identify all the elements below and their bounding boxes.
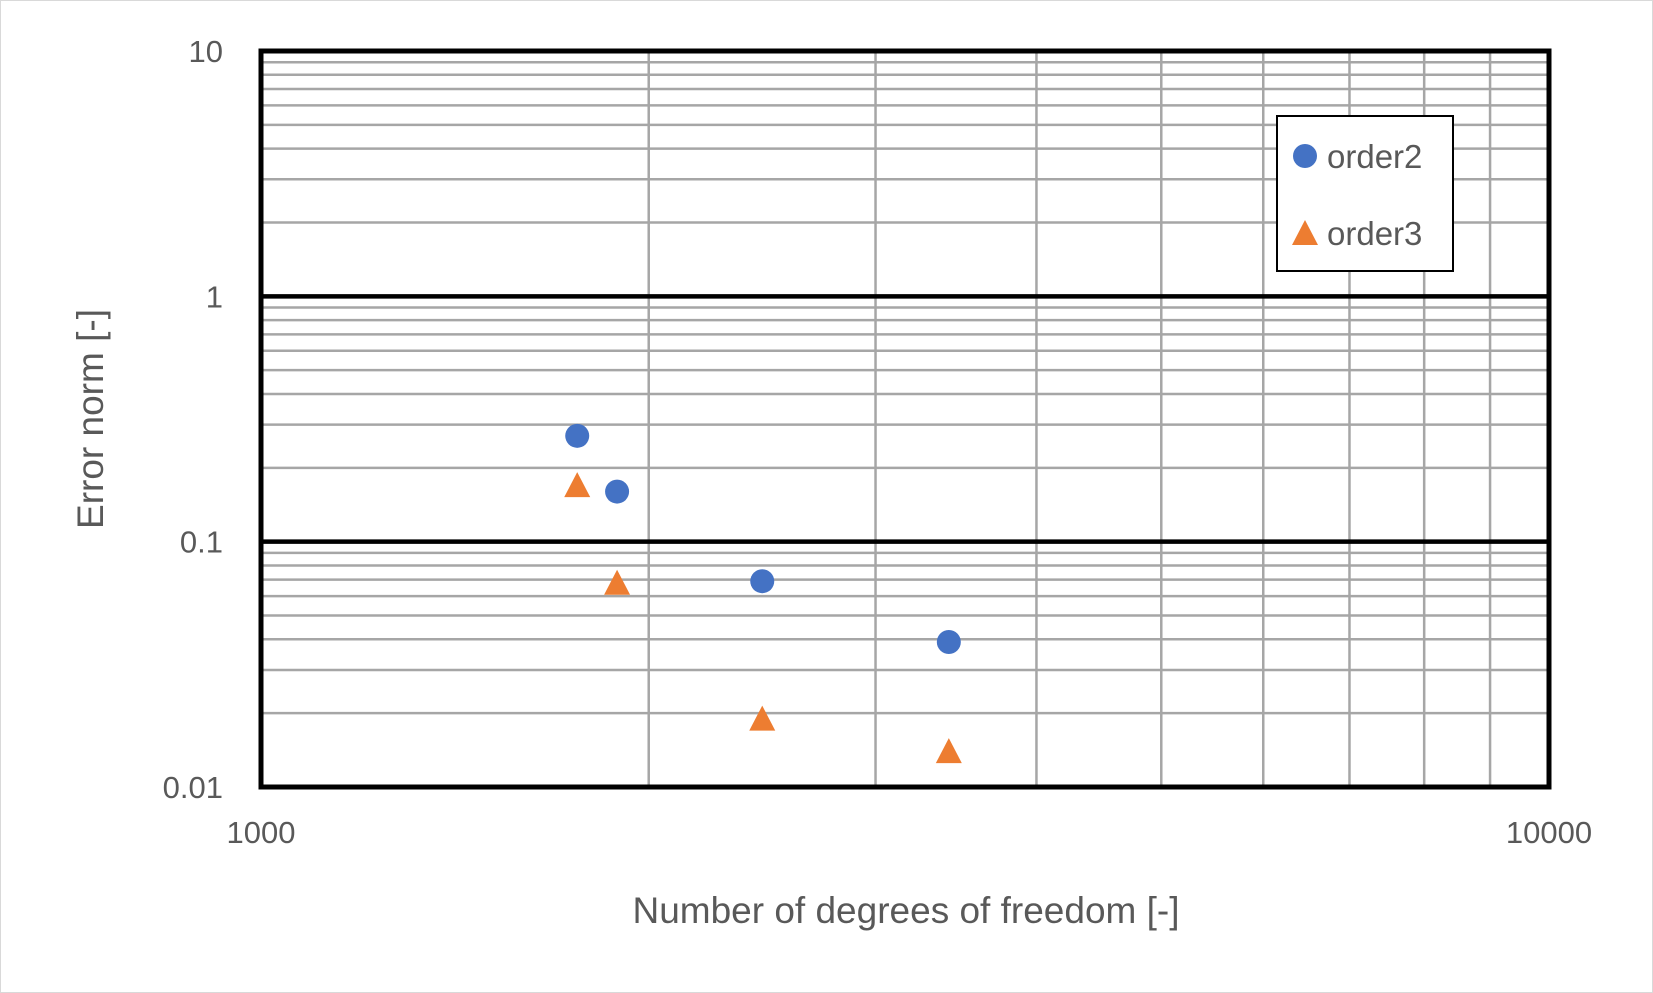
order2-point xyxy=(605,479,630,504)
y-axis-tick-labels: 0.01 0.1 1 10 xyxy=(163,34,223,805)
x-tick-label: 10000 xyxy=(1506,815,1592,850)
order2-point xyxy=(565,423,590,448)
legend-entries: order2 order3 xyxy=(1292,138,1422,252)
data-series xyxy=(564,423,962,764)
series-order2 xyxy=(565,423,961,654)
x-tick-label: 1000 xyxy=(227,815,296,850)
plot-area-border xyxy=(258,48,1552,790)
x-axis-title: Number of degrees of freedom [-] xyxy=(632,890,1179,931)
y-tick-label: 0.1 xyxy=(180,525,223,560)
y-tick-label: 1 xyxy=(206,279,223,314)
y-axis-title: Error norm [-] xyxy=(70,309,111,529)
x-axis-tick-labels: 1000 10000 xyxy=(227,815,1593,850)
legend-label: order2 xyxy=(1327,138,1422,175)
legend-triangle-icon xyxy=(1292,220,1318,245)
legend-label: order3 xyxy=(1327,215,1422,252)
series-order3 xyxy=(564,472,962,764)
order3-point xyxy=(935,738,962,764)
y-tick-label: 10 xyxy=(189,34,223,69)
order3-point xyxy=(604,569,631,595)
legend-entry-order3: order3 xyxy=(1292,215,1422,252)
legend-box xyxy=(1276,115,1454,272)
y-tick-label: 0.01 xyxy=(163,770,223,805)
major-gridlines xyxy=(261,294,1549,544)
order3-point xyxy=(564,472,591,498)
order2-point xyxy=(750,569,775,594)
order2-point xyxy=(936,629,961,654)
legend-entry-order2: order2 xyxy=(1293,138,1422,175)
legend-circle-icon xyxy=(1293,144,1317,168)
order3-point xyxy=(749,705,776,731)
legend: order2 order3 xyxy=(1276,115,1454,272)
